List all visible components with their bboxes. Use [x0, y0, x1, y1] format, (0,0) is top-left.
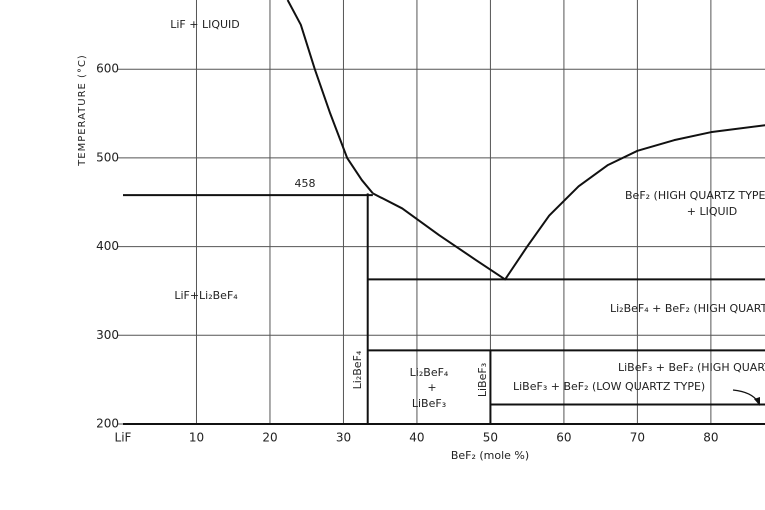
phase-boundary [286, 0, 374, 195]
annotation: + LIQUID [687, 205, 738, 218]
annotation: LiBeF₃ + BeF₂ (HIGH QUARTZ TYPE) [618, 361, 765, 374]
annotation: LiF+Li₂BeF₄ [174, 289, 238, 302]
x-tick-label: 70 [630, 431, 645, 445]
annotation: Li₂BeF₄ [351, 350, 364, 389]
annotation: Li₂BeF₄ + BeF₂ (HIGH QUARTZ TYPE) [610, 302, 765, 315]
annotation: LiBeF₃ [412, 397, 446, 410]
y-tick-label: 600 [96, 62, 119, 76]
x-tick-label: 40 [409, 431, 424, 445]
annotation: + [427, 381, 436, 394]
annotation: LiBeF₃ [476, 363, 489, 397]
annotation: LiBeF₃ + BeF₂ (LOW QUARTZ TYPE) [513, 380, 705, 393]
x-tick-label: 60 [556, 431, 571, 445]
arrow [732, 389, 759, 403]
annotation: LiF + LIQUID [170, 18, 240, 31]
x-tick-label: 20 [262, 431, 277, 445]
y-tick-label: 400 [96, 239, 119, 253]
annotation: Li₂BeF₄ [410, 366, 449, 379]
x-tick-label: 80 [703, 431, 718, 445]
annotation: 458 [295, 177, 316, 190]
x-tick-label: 10 [189, 431, 204, 445]
x-axis-label: BeF₂ (mole %) [451, 449, 529, 462]
x-tick-label: 30 [336, 431, 351, 445]
y-tick-label: 300 [96, 328, 119, 342]
x-tick-label: LiF [115, 431, 132, 445]
annotation: BeF₂ (HIGH QUARTZ TYPE) [625, 189, 765, 202]
phase-boundary [372, 124, 765, 281]
y-tick-label: 200 [96, 417, 119, 431]
y-tick-label: 500 [96, 150, 119, 164]
y-axis-label: TEMPERATURE (°C) [77, 54, 88, 167]
x-tick-label: 50 [483, 431, 498, 445]
